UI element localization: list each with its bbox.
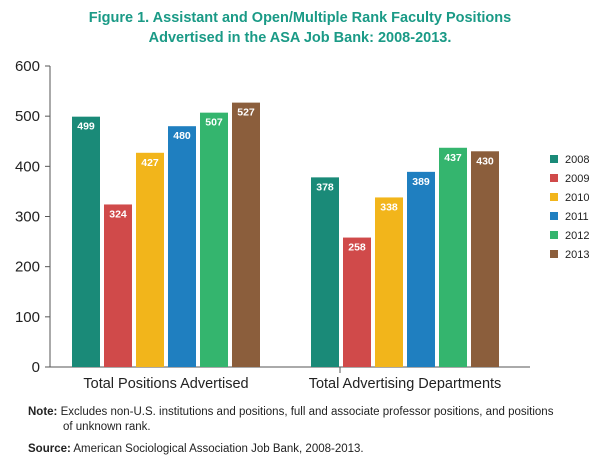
data-label-2009-1: 324 <box>109 208 127 220</box>
note: Note: Excludes non-U.S. institutions and… <box>28 405 553 420</box>
legend-label-2012: 2012 <box>565 230 589 242</box>
source-text: American Sociological Association Job Ba… <box>73 443 364 455</box>
chart-title-line-1: Figure 1. Assistant and Open/Multiple Ra… <box>88 10 512 26</box>
y-tick-label: 0 <box>32 359 40 376</box>
y-tick-label: 100 <box>15 309 40 326</box>
legend-label-2009: 2009 <box>565 173 589 185</box>
legend-label-2011: 2011 <box>565 211 589 223</box>
x-category-label: Total Advertising Departments <box>309 376 502 392</box>
note-text-1: Excludes non-U.S. institutions and posit… <box>60 406 554 418</box>
y-tick-label: 200 <box>15 259 40 276</box>
legend-swatch-2013 <box>550 250 558 258</box>
source: Source: American Sociological Associatio… <box>28 442 364 457</box>
legend-label-2008: 2008 <box>565 154 589 166</box>
bar-2013-2 <box>471 151 499 367</box>
note-label: Note: <box>28 406 58 418</box>
legend-swatch-2010 <box>550 193 558 201</box>
bar-2010-2 <box>375 197 403 367</box>
x-category-label: Total Positions Advertised <box>83 376 248 392</box>
data-label-2010-1: 427 <box>141 157 159 169</box>
y-tick-label: 400 <box>15 158 40 175</box>
data-label-2011-1: 480 <box>173 130 191 142</box>
data-label-2012-2: 437 <box>444 152 462 164</box>
bar-2011-2 <box>407 171 435 367</box>
legend-swatch-2012 <box>550 231 558 239</box>
data-label-2011-2: 389 <box>412 176 430 188</box>
bar-2008-2 <box>311 177 339 367</box>
legend-swatch-2008 <box>550 155 558 163</box>
legend-label-2013: 2013 <box>565 249 589 261</box>
bar-2013-1 <box>232 102 260 367</box>
bar-2012-1 <box>200 112 228 367</box>
y-tick-label: 500 <box>15 108 40 125</box>
data-label-2009-2: 258 <box>348 242 366 254</box>
bar-2009-2 <box>343 237 371 367</box>
data-label-2008-1: 499 <box>77 121 95 133</box>
note-continued: of unknown rank. <box>63 420 151 435</box>
data-label-2013-2: 430 <box>476 155 494 167</box>
bar-2008-1 <box>72 116 100 367</box>
bar-2012-2 <box>439 147 467 367</box>
data-label-2012-1: 507 <box>205 117 223 129</box>
note-text-2: of unknown rank. <box>63 421 151 433</box>
bar-2009-1 <box>104 204 132 367</box>
chart-title: Figure 1. Assistant and Open/Multiple Ra… <box>0 8 600 48</box>
data-label-2008-2: 378 <box>316 181 334 193</box>
data-label-2010-2: 338 <box>380 201 398 213</box>
bar-2011-1 <box>168 126 196 367</box>
legend-swatch-2009 <box>550 174 558 182</box>
bar-2010-1 <box>136 152 164 367</box>
data-label-2013-1: 527 <box>237 107 255 119</box>
legend-label-2010: 2010 <box>565 192 589 204</box>
y-tick-label: 300 <box>15 209 40 226</box>
chart-title-line-2: Advertised in the ASA Job Bank: 2008-201… <box>148 30 452 46</box>
y-tick-label: 600 <box>15 58 40 75</box>
source-label: Source: <box>28 443 71 455</box>
legend-swatch-2011 <box>550 212 558 220</box>
